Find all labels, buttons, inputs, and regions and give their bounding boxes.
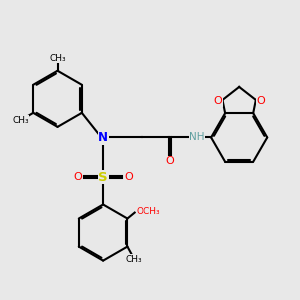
Text: O: O [73,172,82,182]
Text: O: O [256,96,265,106]
Text: CH₃: CH₃ [12,116,29,124]
Text: O: O [214,96,222,106]
Text: NH: NH [189,133,205,142]
Text: CH₃: CH₃ [49,54,66,63]
Text: O: O [166,156,175,166]
Text: OCH₃: OCH₃ [137,207,160,216]
Text: S: S [98,171,108,184]
Text: CH₃: CH₃ [125,255,142,264]
Text: N: N [98,131,108,144]
Text: O: O [124,172,133,182]
